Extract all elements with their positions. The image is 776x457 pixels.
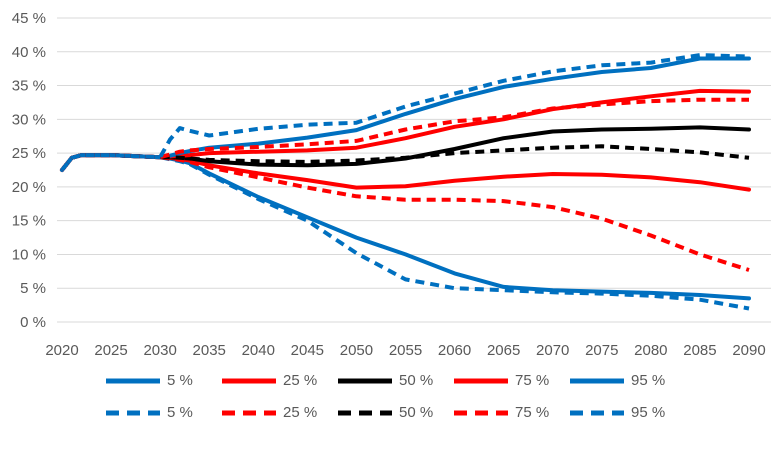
y-tick-label: 15 % <box>12 213 46 230</box>
legend-label: 5 % <box>167 372 193 389</box>
x-tick-label: 2055 <box>389 342 422 359</box>
legend-item-95%-solid: 95 % <box>569 372 671 389</box>
legend-label: 25 % <box>283 404 318 421</box>
legend-item-25%-solid: 25 % <box>221 372 323 389</box>
x-tick-label: 2060 <box>438 342 471 359</box>
legend-line-sample-solid-icon <box>338 378 392 383</box>
legend-line-sample-dashed-icon <box>106 410 160 415</box>
y-tick-label: 5 % <box>20 280 46 297</box>
legend-line-sample-dashed-icon <box>570 410 624 415</box>
legend-item-50%-solid: 50 % <box>337 372 439 389</box>
y-tick-label: 35 % <box>12 78 46 95</box>
legend-label: 25 % <box>283 372 318 389</box>
chart-plot-area: 0 % 5 % 10 % 15 % 20 % 25 % 30 % 35 % 40 % 45 % 20… <box>12 10 771 359</box>
legend-line-sample-dashed-icon <box>338 410 392 415</box>
x-tick-label: 2090 <box>732 342 765 359</box>
legend-item-5%-solid: 5 % <box>105 372 207 389</box>
y-tick-label: 10 % <box>12 246 46 263</box>
x-tick-label: 2040 <box>242 342 275 359</box>
y-tick-label: 20 % <box>12 179 46 196</box>
legend-label: 75 % <box>515 404 550 421</box>
legend-line-sample-solid-icon <box>222 378 276 383</box>
legend-label: 95 % <box>631 372 666 389</box>
x-tick-label: 2030 <box>143 342 176 359</box>
legend-row-dashed: 5 % 25 % 50 % 75 % 95 % <box>98 404 678 421</box>
x-tick-label: 2065 <box>487 342 520 359</box>
x-tick-label: 2075 <box>585 342 618 359</box>
chart-legend: 5 % 25 % 50 % 75 % 95 % 5 % 25 % 50 % 75 % 95 % <box>0 372 776 421</box>
legend-label: 50 % <box>399 404 434 421</box>
legend-item-95%-dashed: 95 % <box>569 404 671 421</box>
series-line-95%-dashed <box>60 53 750 172</box>
legend-line-sample-dashed-icon <box>222 410 276 415</box>
legend-line-sample-solid-icon <box>454 378 508 383</box>
x-tick-label: 2080 <box>634 342 667 359</box>
legend-item-75%-dashed: 75 % <box>453 404 555 421</box>
x-tick-label: 2020 <box>45 342 78 359</box>
x-tick-label: 2035 <box>193 342 226 359</box>
legend-row-solid: 5 % 25 % 50 % 75 % 95 % <box>98 372 678 389</box>
x-tick-label: 2025 <box>94 342 127 359</box>
x-tick-label: 2085 <box>683 342 716 359</box>
legend-line-sample-dashed-icon <box>454 410 508 415</box>
legend-item-25%-dashed: 25 % <box>221 404 323 421</box>
legend-item-5%-dashed: 5 % <box>105 404 207 421</box>
legend-item-75%-solid: 75 % <box>453 372 555 389</box>
x-tick-label: 2070 <box>536 342 569 359</box>
y-tick-label: 45 % <box>12 10 46 27</box>
legend-item-50%-dashed: 50 % <box>337 404 439 421</box>
x-tick-label: 2045 <box>291 342 324 359</box>
legend-label: 50 % <box>399 372 434 389</box>
y-tick-label: 0 % <box>20 314 46 331</box>
legend-label: 5 % <box>167 404 193 421</box>
legend-line-sample-solid-icon <box>106 378 160 383</box>
y-tick-label: 40 % <box>12 44 46 61</box>
legend-label: 75 % <box>515 372 550 389</box>
y-tick-label: 25 % <box>12 145 46 162</box>
legend-line-sample-solid-icon <box>570 378 624 383</box>
legend-label: 95 % <box>631 404 666 421</box>
y-tick-label: 30 % <box>12 111 46 128</box>
x-tick-label: 2050 <box>340 342 373 359</box>
